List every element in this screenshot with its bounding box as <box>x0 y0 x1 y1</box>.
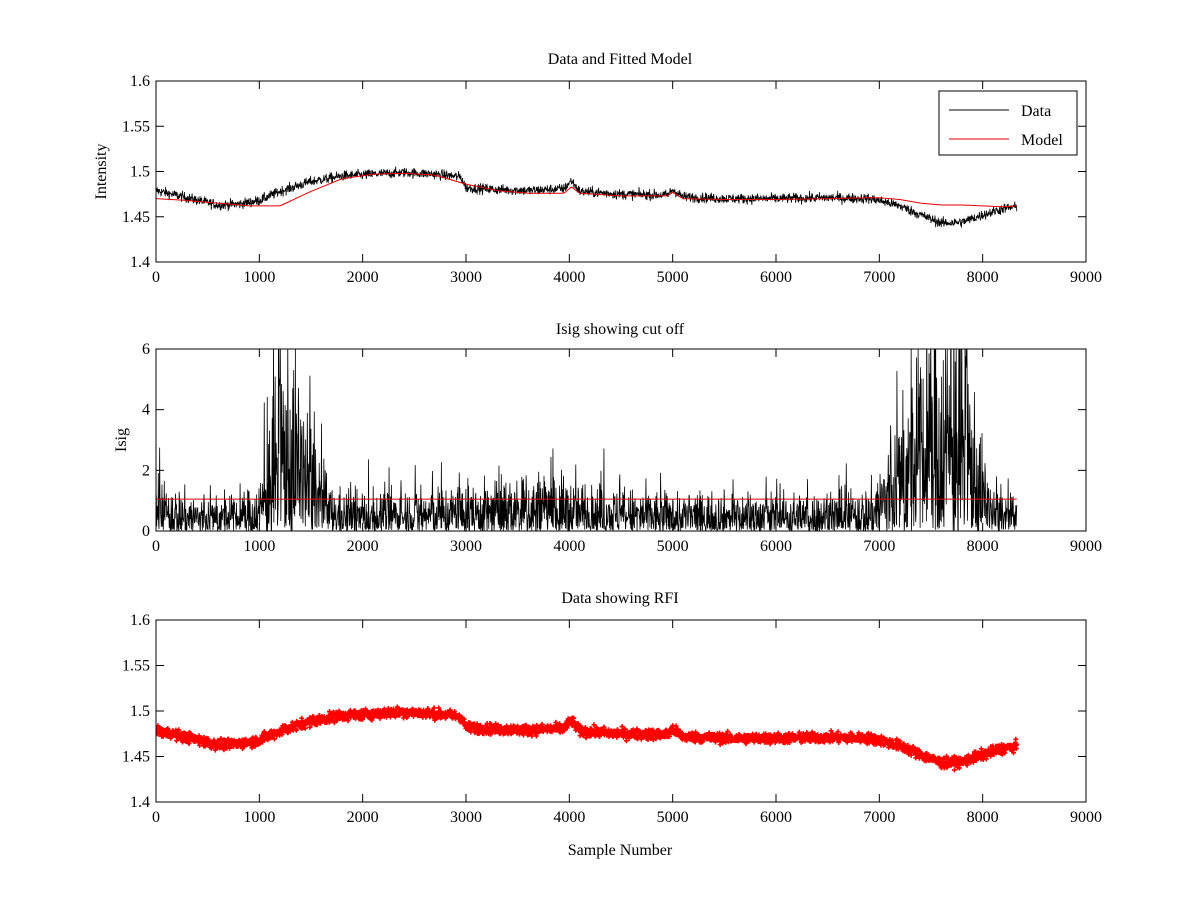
y-tick-label: 1.4 <box>130 254 150 271</box>
legend-box <box>938 90 1078 156</box>
x-tick-label: 6000 <box>760 538 792 555</box>
panel2-title: Isig showing cut off <box>556 321 685 338</box>
x-tick-label: 8000 <box>967 269 999 286</box>
y-tick-label: 1.4 <box>130 794 150 811</box>
x-tick-label: 4000 <box>553 269 585 286</box>
y-tick-label: 1.55 <box>122 658 150 675</box>
panel-isig-cut-off: Isig showing cut off 0 1000 2000 3000 4000 50… <box>113 321 1102 555</box>
y-tick-label: 1.6 <box>130 612 150 629</box>
series-markers-rfi <box>156 704 1020 773</box>
x-tick-label: 8000 <box>967 538 999 555</box>
y-tick-label: 6 <box>142 341 150 358</box>
x-tick-label: 5000 <box>657 269 689 286</box>
panel-data-showing-rfi: Data showing RFI 0 1000 2000 3000 4000 5000 60… <box>122 590 1102 859</box>
panel3-xlabel: Sample Number <box>568 842 673 859</box>
y-tick-label: 0 <box>142 523 150 540</box>
panel1-title: Data and Fitted Model <box>548 51 693 68</box>
x-tick-label: 6000 <box>760 269 792 286</box>
x-tick-label: 6000 <box>760 809 792 826</box>
panel2-plot-area <box>156 349 1018 531</box>
x-tick-label: 4000 <box>553 809 585 826</box>
panel1-ticks: 0 1000 2000 3000 4000 5000 6000 7000 8000 9000 1.4… <box>122 73 1102 286</box>
panel-data-fitted-model: Data and Fitted Model 0 1000 2000 3000 4000 5… <box>93 51 1102 286</box>
panel2-axes-box <box>155 348 1087 532</box>
x-tick-label: 5000 <box>657 538 689 555</box>
x-tick-label: 7000 <box>863 269 895 286</box>
x-tick-label: 1000 <box>243 538 275 555</box>
y-tick-label: 1.45 <box>122 749 150 766</box>
x-tick-label: 4000 <box>553 538 585 555</box>
x-tick-label: 7000 <box>863 538 895 555</box>
x-tick-label: 2000 <box>347 538 379 555</box>
panel2-ticks: 0 1000 2000 3000 4000 5000 6000 7000 8000 9000 0 2 4… <box>142 341 1102 555</box>
y-tick-label: 1.45 <box>122 209 150 226</box>
x-tick-label: 3000 <box>450 809 482 826</box>
x-tick-label: 0 <box>152 538 160 555</box>
panel1-plot-area <box>156 166 1018 228</box>
y-tick-label: 2 <box>142 462 150 479</box>
x-tick-label: 2000 <box>347 269 379 286</box>
x-tick-label: 1000 <box>243 269 275 286</box>
series-line-isig <box>156 349 1018 531</box>
legend-label-model: Model <box>1021 132 1063 149</box>
legend-label-data: Data <box>1021 103 1051 120</box>
x-tick-label: 9000 <box>1070 269 1102 286</box>
y-tick-label: 1.5 <box>130 164 150 181</box>
y-tick-label: 1.5 <box>130 703 150 720</box>
x-tick-label: 0 <box>152 809 160 826</box>
x-tick-label: 8000 <box>967 809 999 826</box>
panel3-axes-box <box>155 619 1087 803</box>
x-tick-label: 2000 <box>347 809 379 826</box>
panel3-title: Data showing RFI <box>561 590 678 607</box>
panel1-legend: Data Model <box>938 90 1078 156</box>
x-tick-label: 1000 <box>243 809 275 826</box>
x-tick-label: 3000 <box>450 269 482 286</box>
series-line-data <box>156 166 1018 228</box>
series-line-model <box>156 172 1017 208</box>
rfi-marker-cloud <box>156 704 1020 773</box>
panel3-ticks: 0 1000 2000 3000 4000 5000 6000 7000 8000 9000 1.4… <box>122 612 1102 826</box>
panel2-ylabel: Isig <box>113 428 130 452</box>
panel1-ylabel: Intensity <box>93 144 110 200</box>
x-tick-label: 0 <box>152 269 160 286</box>
y-tick-label: 1.6 <box>130 73 150 90</box>
x-tick-label: 9000 <box>1070 809 1102 826</box>
y-tick-label: 1.55 <box>122 118 150 135</box>
x-tick-label: 7000 <box>863 809 895 826</box>
y-tick-label: 4 <box>142 402 150 419</box>
x-tick-label: 5000 <box>657 809 689 826</box>
panel3-plot-area <box>156 704 1020 773</box>
x-tick-label: 3000 <box>450 538 482 555</box>
x-tick-label: 9000 <box>1070 538 1102 555</box>
